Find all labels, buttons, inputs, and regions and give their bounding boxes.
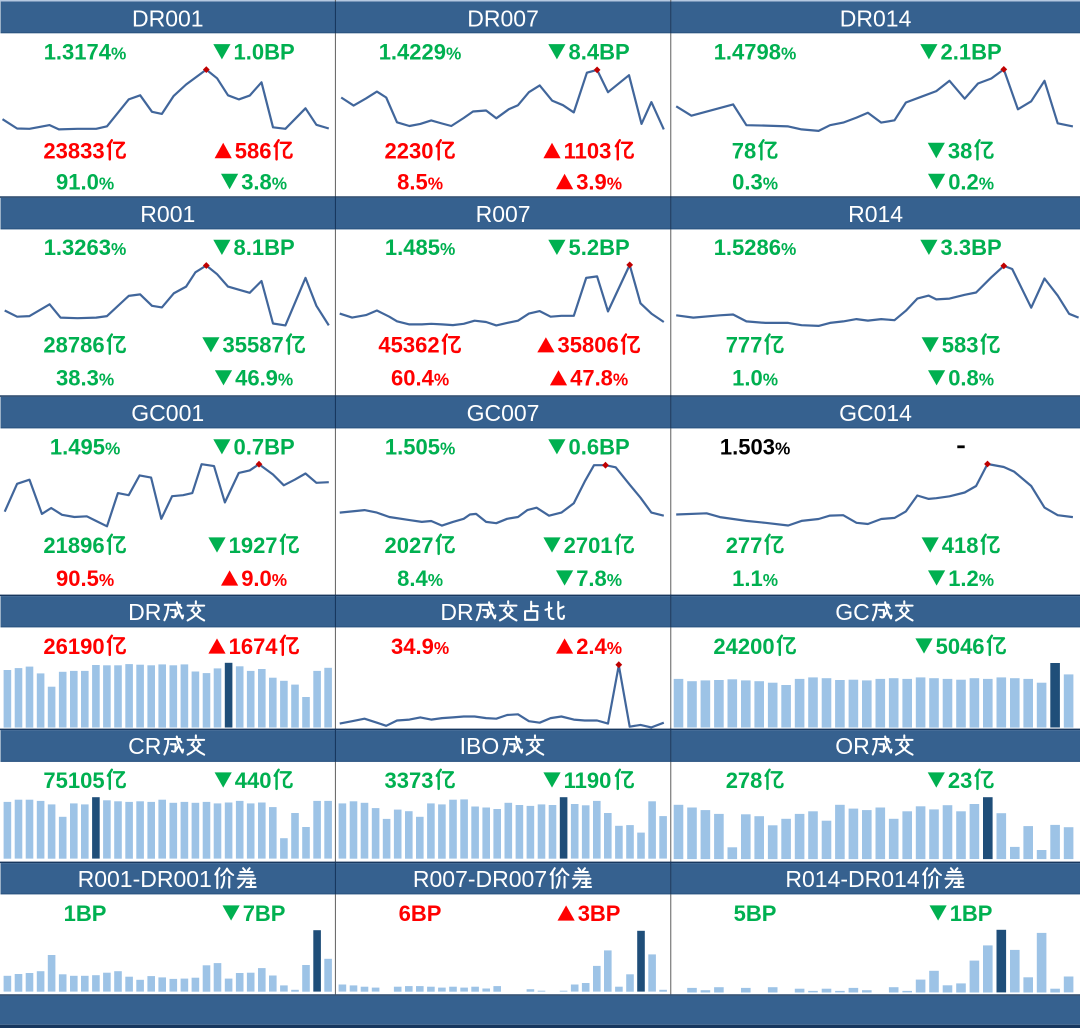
svg-text:23833: 23833 [43, 138, 104, 163]
svg-text:5046: 5046 [936, 634, 985, 659]
svg-text:1.505%: 1.505% [385, 435, 455, 460]
svg-text:3.9%: 3.9% [576, 169, 622, 194]
svg-text:GC007: GC007 [467, 400, 540, 426]
svg-text:7BP: 7BP [243, 901, 286, 926]
svg-text:GC: GC [835, 599, 870, 625]
svg-text:277: 277 [726, 533, 763, 558]
svg-text:6BP: 6BP [399, 901, 442, 926]
svg-text:38: 38 [948, 138, 972, 163]
svg-text:3.3BP: 3.3BP [941, 235, 1002, 260]
svg-text:1190: 1190 [564, 768, 612, 793]
svg-text:60.4%: 60.4% [391, 366, 449, 391]
svg-text:1.4229%: 1.4229% [379, 40, 462, 65]
svg-text:1103: 1103 [564, 138, 612, 163]
svg-text:DR014: DR014 [840, 6, 912, 32]
svg-text:CR: CR [128, 733, 161, 759]
svg-text:1BP: 1BP [950, 901, 993, 926]
svg-text:OR: OR [835, 733, 870, 759]
svg-text:1674: 1674 [229, 634, 279, 659]
svg-text:440: 440 [235, 768, 272, 793]
svg-text:1BP: 1BP [64, 901, 107, 926]
svg-text:2.4%: 2.4% [576, 634, 622, 659]
svg-text:38.3%: 38.3% [56, 366, 114, 391]
svg-text:75105: 75105 [43, 768, 104, 793]
svg-text:583: 583 [942, 333, 979, 358]
svg-text:8.1BP: 8.1BP [234, 235, 295, 260]
svg-text:1.495%: 1.495% [50, 435, 120, 460]
svg-text:DR001: DR001 [132, 6, 204, 32]
svg-text:418: 418 [942, 533, 979, 558]
svg-text:23: 23 [948, 768, 972, 793]
svg-text:1.4798%: 1.4798% [714, 40, 797, 65]
svg-text:24200: 24200 [713, 634, 774, 659]
svg-text:28786: 28786 [43, 333, 104, 358]
svg-text:1.3263%: 1.3263% [44, 235, 127, 260]
svg-text:0.3%: 0.3% [732, 169, 778, 194]
svg-text:21896: 21896 [43, 533, 104, 558]
svg-text:45362: 45362 [378, 333, 439, 358]
svg-text:DR: DR [440, 599, 473, 625]
svg-text:5.2BP: 5.2BP [569, 235, 630, 260]
svg-text:2.1BP: 2.1BP [941, 40, 1002, 65]
svg-text:1927: 1927 [229, 533, 278, 558]
svg-text:2027: 2027 [385, 533, 434, 558]
svg-text:3BP: 3BP [578, 901, 621, 926]
svg-text:GC014: GC014 [839, 400, 912, 426]
svg-text:1.0BP: 1.0BP [234, 40, 295, 65]
svg-text:278: 278 [726, 768, 763, 793]
svg-text:46.9%: 46.9% [235, 366, 293, 391]
svg-text:78: 78 [732, 138, 756, 163]
svg-text:7.8%: 7.8% [576, 566, 622, 591]
svg-text:35806: 35806 [558, 333, 619, 358]
svg-text:1.485%: 1.485% [385, 235, 455, 260]
svg-text:9.0%: 9.0% [241, 566, 287, 591]
svg-text:8.4%: 8.4% [397, 566, 443, 591]
svg-text:26190: 26190 [43, 634, 104, 659]
svg-text:0.6BP: 0.6BP [569, 435, 630, 460]
svg-text:2230: 2230 [385, 138, 434, 163]
svg-text:777: 777 [726, 333, 763, 358]
svg-text:R014: R014 [848, 201, 903, 227]
svg-text:DR007: DR007 [467, 6, 539, 32]
svg-text:2701: 2701 [564, 533, 613, 558]
svg-text:34.9%: 34.9% [391, 634, 449, 659]
svg-text:0.7BP: 0.7BP [234, 435, 295, 460]
svg-text:5BP: 5BP [734, 901, 777, 926]
svg-text:DR: DR [128, 599, 161, 625]
svg-text:1.5286%: 1.5286% [714, 235, 797, 260]
svg-text:R014-DR014: R014-DR014 [785, 866, 919, 892]
svg-text:R001-DR001: R001-DR001 [78, 866, 212, 892]
svg-text:GC001: GC001 [131, 400, 204, 426]
svg-text:90.5%: 90.5% [56, 566, 114, 591]
svg-text:R001: R001 [140, 201, 195, 227]
svg-text:R007: R007 [476, 201, 531, 227]
svg-text:35587: 35587 [223, 333, 284, 358]
svg-text:3373: 3373 [385, 768, 434, 793]
svg-text:0.8%: 0.8% [948, 366, 994, 391]
svg-text:91.0%: 91.0% [56, 169, 114, 194]
svg-text:IBO: IBO [460, 733, 500, 759]
svg-text:0.2%: 0.2% [948, 169, 994, 194]
svg-text:1.3174%: 1.3174% [44, 40, 127, 65]
svg-text:1.503%: 1.503% [720, 435, 790, 460]
svg-text:3.8%: 3.8% [241, 169, 287, 194]
svg-text:1.2%: 1.2% [948, 566, 994, 591]
svg-text:47.8%: 47.8% [570, 366, 628, 391]
svg-text:1.0%: 1.0% [732, 366, 778, 391]
svg-text:8.4BP: 8.4BP [569, 40, 630, 65]
svg-text:8.5%: 8.5% [397, 169, 443, 194]
svg-text:1.1%: 1.1% [732, 566, 778, 591]
svg-text:R007-DR007: R007-DR007 [413, 866, 547, 892]
svg-text:586: 586 [235, 138, 272, 163]
